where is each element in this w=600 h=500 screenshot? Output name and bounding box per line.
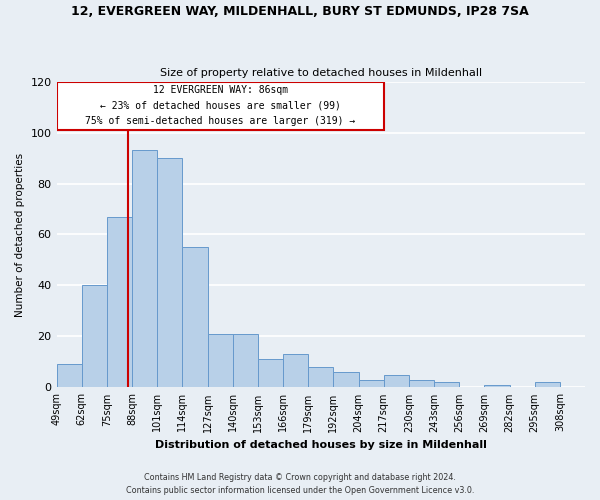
Bar [334,372,359,388]
Bar [409,380,434,388]
Bar [434,382,459,388]
Bar [383,374,409,388]
Bar [308,367,334,388]
Bar [208,334,233,388]
Bar [484,385,509,388]
Bar [157,158,182,388]
Bar [233,334,258,388]
Bar [56,82,383,130]
Bar [283,354,308,388]
Y-axis label: Number of detached properties: Number of detached properties [15,152,25,316]
Text: Contains HM Land Registry data © Crown copyright and database right 2024.
Contai: Contains HM Land Registry data © Crown c… [126,473,474,495]
Title: Size of property relative to detached houses in Mildenhall: Size of property relative to detached ho… [160,68,482,78]
Text: 12, EVERGREEN WAY, MILDENHALL, BURY ST EDMUNDS, IP28 7SA: 12, EVERGREEN WAY, MILDENHALL, BURY ST E… [71,5,529,18]
Bar [535,382,560,388]
Bar [359,380,383,388]
Bar [107,216,132,388]
Bar [56,364,82,388]
Bar [258,360,283,388]
Bar [182,247,208,388]
Text: 12 EVERGREEN WAY: 86sqm
← 23% of detached houses are smaller (99)
75% of semi-de: 12 EVERGREEN WAY: 86sqm ← 23% of detache… [85,85,355,126]
Bar [82,286,107,388]
X-axis label: Distribution of detached houses by size in Mildenhall: Distribution of detached houses by size … [155,440,487,450]
Bar [132,150,157,388]
